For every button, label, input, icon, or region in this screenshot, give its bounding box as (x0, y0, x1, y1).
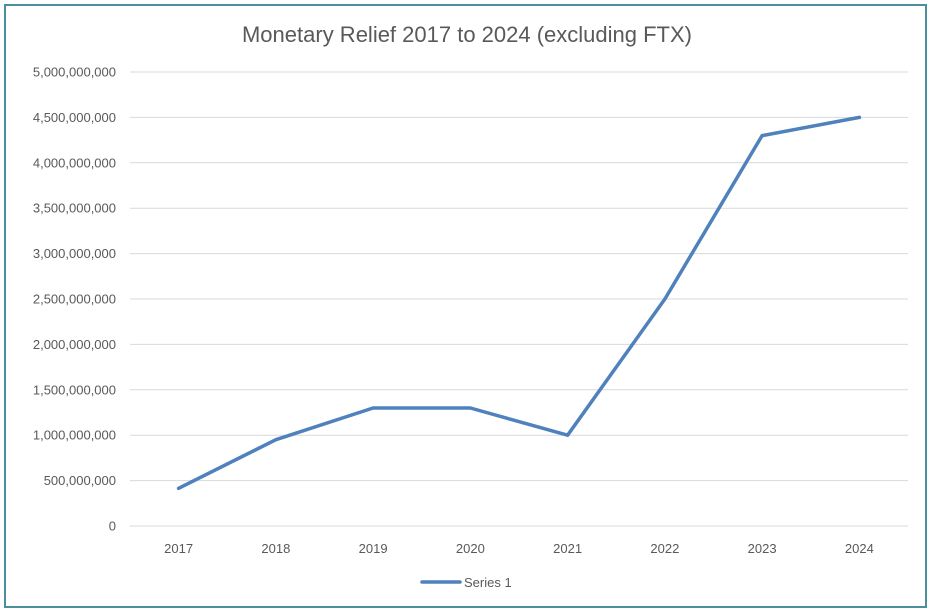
x-tick-label: 2022 (650, 541, 679, 556)
y-tick-label: 2,000,000,000 (33, 337, 116, 352)
data-point (760, 134, 764, 138)
y-tick-label: 3,000,000,000 (33, 246, 116, 261)
chart-frame (4, 4, 927, 608)
series-layer (176, 115, 862, 491)
legend: Series 1 (420, 575, 512, 590)
data-point (274, 438, 278, 442)
y-tick-label: 500,000,000 (44, 473, 116, 488)
gridlines (130, 71, 908, 527)
y-tick-label: 2,500,000,000 (33, 292, 116, 307)
data-point (663, 297, 667, 301)
y-tick-label: 4,000,000,000 (33, 155, 116, 170)
series-line (176, 115, 862, 491)
chart-title: Monetary Relief 2017 to 2024 (excluding … (242, 22, 692, 47)
x-tick-label: 2021 (553, 541, 582, 556)
x-tick-label: 2020 (456, 541, 485, 556)
x-axis: 2017 2018 2019 2020 2021 2022 2023 2024 (164, 541, 874, 556)
x-tick-label: 2019 (359, 541, 388, 556)
data-point (468, 406, 472, 410)
x-tick-label: 2017 (164, 541, 193, 556)
data-point (566, 433, 570, 437)
y-tick-label: 1,500,000,000 (33, 382, 116, 397)
data-point (371, 406, 375, 410)
legend-label: Series 1 (464, 575, 512, 590)
y-tick-label: 4,500,000,000 (33, 110, 116, 125)
data-point (857, 115, 861, 119)
y-tick-label: 1,000,000,000 (33, 428, 116, 443)
x-tick-label: 2023 (748, 541, 777, 556)
y-tick-label: 0 (109, 519, 116, 534)
y-tick-label: 3,500,000,000 (33, 201, 116, 216)
x-tick-label: 2018 (261, 541, 290, 556)
y-axis: 0 500,000,000 1,000,000,000 1,500,000,000 2,… (33, 65, 116, 534)
data-point (177, 486, 181, 490)
y-tick-label: 5,000,000,000 (33, 65, 116, 80)
x-tick-label: 2024 (845, 541, 874, 556)
